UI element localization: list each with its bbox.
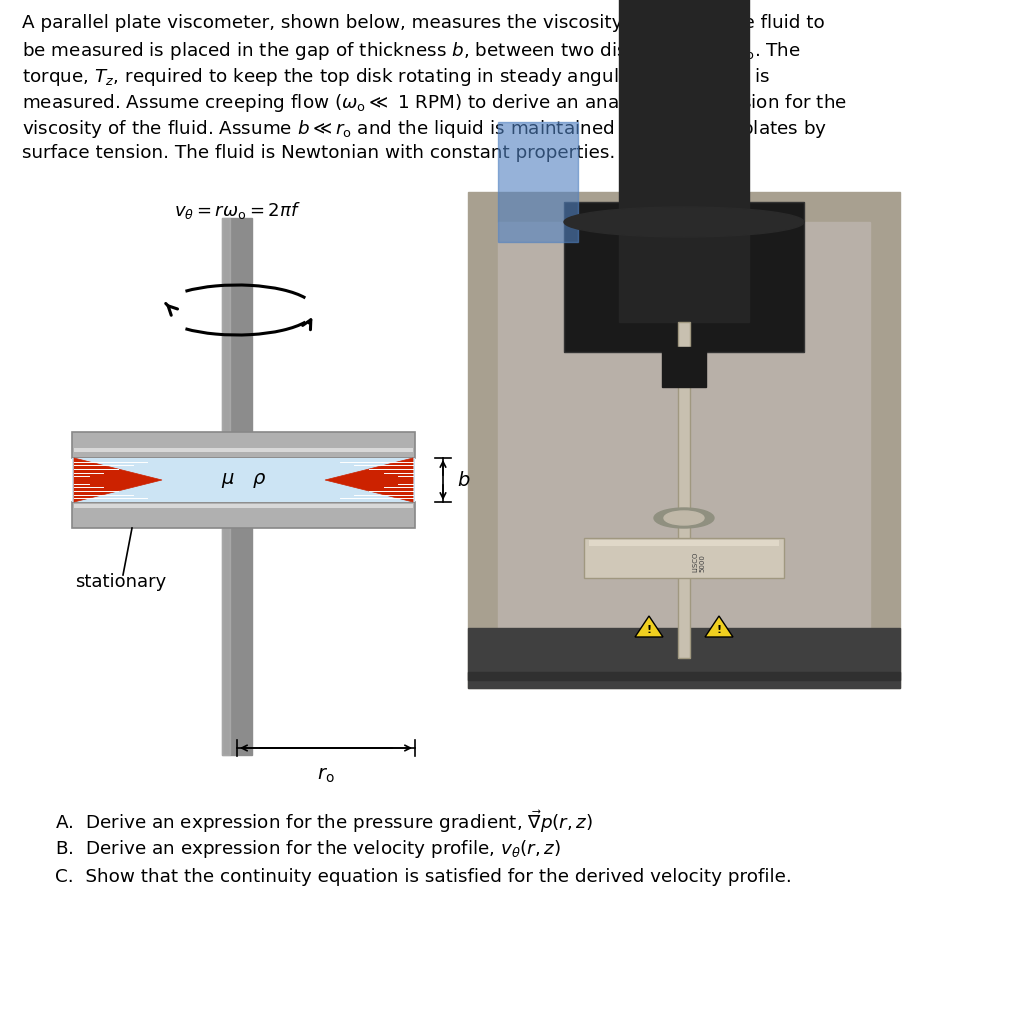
Bar <box>589 540 779 546</box>
Bar <box>222 218 252 755</box>
Bar <box>678 322 690 658</box>
Ellipse shape <box>564 207 804 237</box>
Text: B.  Derive an expression for the velocity profile, $v_\theta(r, z)$: B. Derive an expression for the velocity… <box>55 838 561 860</box>
Bar <box>74 504 413 508</box>
Text: !: ! <box>646 625 651 635</box>
Text: surface tension. The fluid is Newtonian with constant properties.: surface tension. The fluid is Newtonian … <box>22 144 615 162</box>
Text: be measured is placed in the gap of thickness $b$, between two disks of radius $: be measured is placed in the gap of thic… <box>22 40 801 62</box>
Bar <box>74 448 413 452</box>
Bar <box>564 202 804 352</box>
Text: A parallel plate viscometer, shown below, measures the viscosity of a fluid. The: A parallel plate viscometer, shown below… <box>22 14 824 32</box>
Bar <box>468 672 900 680</box>
Bar <box>468 192 900 688</box>
Text: measured. Assume creeping flow ($\omega_\mathrm{o} \ll$ 1 RPM) to derive an anal: measured. Assume creeping flow ($\omega_… <box>22 92 847 114</box>
Bar <box>662 347 706 387</box>
Bar <box>618 0 749 322</box>
Polygon shape <box>635 616 663 637</box>
Text: C.  Show that the continuity equation is satisfied for the derived velocity prof: C. Show that the continuity equation is … <box>55 868 792 886</box>
Bar <box>498 122 578 242</box>
Text: LISCO
5000: LISCO 5000 <box>692 551 705 572</box>
Polygon shape <box>325 458 413 502</box>
Polygon shape <box>705 616 733 637</box>
Text: $b$: $b$ <box>457 471 470 489</box>
Bar <box>72 458 415 502</box>
Ellipse shape <box>664 512 705 525</box>
Text: stationary: stationary <box>75 573 166 591</box>
Bar <box>72 432 415 458</box>
Bar <box>498 222 870 658</box>
Bar <box>584 538 784 578</box>
Text: $\mu$   $\rho$: $\mu$ $\rho$ <box>221 471 266 489</box>
Polygon shape <box>74 458 162 502</box>
Text: $r_\mathrm{o}$: $r_\mathrm{o}$ <box>317 766 335 785</box>
Text: torque, $T_z$, required to keep the top disk rotating in steady angular motion, : torque, $T_z$, required to keep the top … <box>22 66 770 88</box>
Text: !: ! <box>717 625 722 635</box>
Text: A.  Derive an expression for the pressure gradient, $\vec{\nabla}p(r, z)$: A. Derive an expression for the pressure… <box>55 808 593 835</box>
Text: viscosity of the fluid. Assume $b \ll r_\mathrm{o}$ and the liquid is maintained: viscosity of the fluid. Assume $b \ll r_… <box>22 118 827 140</box>
Text: $v_\theta = r\omega_\mathrm{o} = 2\pi f$: $v_\theta = r\omega_\mathrm{o} = 2\pi f$ <box>174 201 300 221</box>
Bar <box>72 502 415 528</box>
Bar <box>222 218 229 755</box>
Ellipse shape <box>654 508 714 528</box>
Bar <box>468 628 900 688</box>
